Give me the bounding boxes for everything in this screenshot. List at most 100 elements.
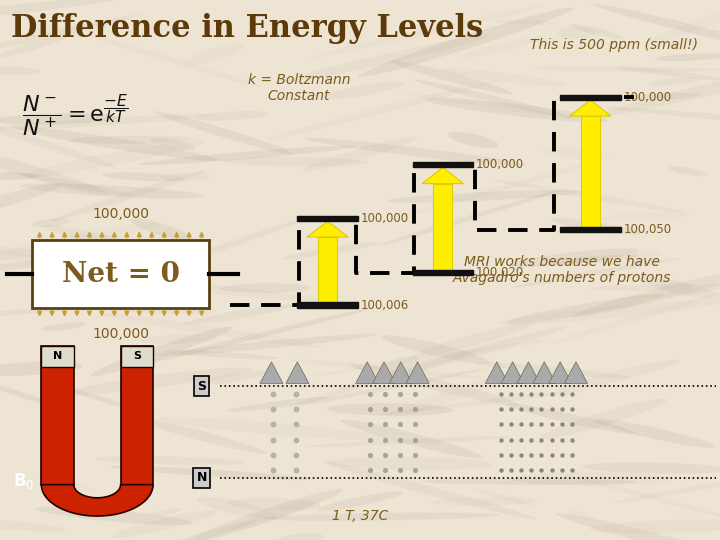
Point [536,450,547,459]
Ellipse shape [413,79,574,118]
Ellipse shape [138,418,267,454]
Point [409,435,420,444]
Text: 100,000: 100,000 [624,91,672,104]
Text: S: S [197,380,206,393]
Ellipse shape [140,334,217,344]
Ellipse shape [591,3,720,56]
Ellipse shape [0,183,62,217]
Ellipse shape [95,456,244,465]
Point [505,450,517,459]
Ellipse shape [0,518,67,531]
Point [505,465,517,474]
Point [526,465,537,474]
Point [556,435,567,444]
Point [556,390,567,399]
Ellipse shape [556,513,720,540]
Ellipse shape [339,326,568,389]
Ellipse shape [328,457,492,470]
Point [495,390,507,399]
Point [556,420,567,429]
Point [395,390,406,399]
Bar [413,270,473,275]
Point [290,390,302,399]
Ellipse shape [14,126,218,161]
Ellipse shape [603,107,720,126]
Point [526,405,537,414]
Polygon shape [533,362,556,383]
Point [536,465,547,474]
Bar [121,346,153,485]
Polygon shape [501,362,524,383]
Ellipse shape [440,69,567,86]
Point [516,420,527,429]
Polygon shape [422,167,464,184]
Ellipse shape [282,242,379,259]
Ellipse shape [0,14,142,59]
Ellipse shape [0,114,217,131]
Point [566,405,577,414]
Ellipse shape [0,362,83,376]
Point [566,450,577,459]
Point [505,390,517,399]
Ellipse shape [32,218,70,227]
Ellipse shape [220,283,310,293]
Point [495,465,507,474]
Ellipse shape [135,308,371,366]
Ellipse shape [161,173,212,181]
Ellipse shape [572,268,720,317]
Ellipse shape [531,66,720,72]
Ellipse shape [91,327,233,376]
Point [546,465,557,474]
Point [409,420,420,429]
Point [267,465,279,474]
Ellipse shape [0,308,71,318]
Ellipse shape [20,184,204,199]
Ellipse shape [68,136,192,144]
Text: N: N [197,471,207,484]
Ellipse shape [0,246,108,268]
Polygon shape [372,362,395,383]
Point [409,390,420,399]
Text: k = Boltzmann
Constant: k = Boltzmann Constant [248,73,350,103]
Point [556,450,567,459]
Point [526,420,537,429]
Ellipse shape [287,35,490,82]
Polygon shape [570,100,611,116]
Ellipse shape [19,140,205,178]
Point [395,420,406,429]
Ellipse shape [130,218,192,241]
Ellipse shape [115,278,166,287]
Ellipse shape [358,8,572,77]
Text: 1 T, 37C: 1 T, 37C [332,509,388,523]
Point [379,405,391,414]
Ellipse shape [303,137,418,172]
Point [395,435,406,444]
Ellipse shape [508,248,639,267]
Ellipse shape [289,359,481,379]
Point [379,435,391,444]
Ellipse shape [184,305,295,325]
Ellipse shape [42,322,86,331]
Ellipse shape [94,262,201,288]
Point [364,450,376,459]
Ellipse shape [349,364,520,406]
Point [290,465,302,474]
Point [556,405,567,414]
Point [267,450,279,459]
Ellipse shape [156,334,379,356]
Bar [42,346,74,367]
Point [505,405,517,414]
Ellipse shape [304,436,511,447]
Point [495,435,507,444]
Point [546,405,557,414]
Ellipse shape [426,98,608,122]
Point [526,450,537,459]
Point [290,450,302,459]
Point [409,450,420,459]
Ellipse shape [509,472,672,485]
Ellipse shape [202,371,266,385]
Ellipse shape [422,478,636,485]
Point [364,405,376,414]
Point [526,435,537,444]
Point [395,465,406,474]
